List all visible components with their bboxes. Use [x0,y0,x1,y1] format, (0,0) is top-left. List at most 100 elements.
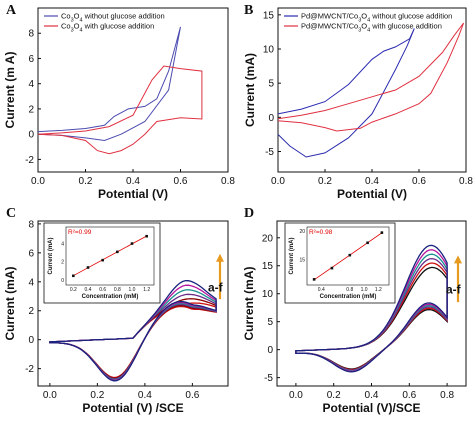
panel-B: 0.0 0.2 0.4 0.6 0.8 -5 0 5 10 15 Potential (V) Curr… [243,3,473,201]
inset-point [348,253,352,257]
inset-y-tick-label: 2 [61,260,64,266]
curve-range-label: a-f [208,280,224,294]
panel-label: C [6,206,16,221]
y-tick-label: 6 [28,248,34,259]
inset-r2-label: R²=0.98 [309,229,333,236]
inset-fit-line [73,235,147,277]
x-tick-label: 0.0 [271,176,285,187]
y-tick-label: 10 [262,289,274,300]
inset-point [145,234,148,238]
x-tick-label: 0.0 [31,176,45,187]
panel-label: B [244,3,253,18]
inset-y-tick-label: 15 [299,257,305,263]
x-tick-label: 0.2 [79,176,93,187]
series-line-1 [277,28,415,158]
inset-point [366,241,369,245]
inset-point [101,258,104,262]
y-tick-label: 0 [28,130,34,141]
cv-curve-f [49,279,217,382]
y-tick-label: 15 [263,10,275,21]
inset-x-axis-label: Concentration (mM) [320,294,377,300]
inset-y-axis-label: Current (mA) [48,237,54,274]
cv-curve-c [49,293,217,380]
inset-x-axis-label: Concentration (mM) [82,294,139,300]
series-line-2 [277,22,465,132]
y-tick-label: 2 [28,306,34,317]
x-tick-label: 0.0 [43,390,57,401]
legend-label: Co3O4 with glucose addition [61,22,154,34]
trend-arrow-head [216,253,224,262]
y-tick-label: 0 [268,113,274,124]
x-tick-label: 0.4 [126,176,140,187]
inset-point [312,278,316,281]
y-tick-label: -2 [25,155,34,166]
inset-point [380,231,384,234]
y-tick-label: 4 [28,79,34,90]
y-axis-label: Current (mA) [242,266,256,340]
y-tick-label: 5 [268,79,274,90]
inset-plot: 0.4 0.8 1.0 1.2 15 20 R²=0.98 Concentration (mM… [284,222,396,304]
x-axis-label: Potential (V)/SCE [322,401,420,415]
y-tick-label: 0 [267,345,273,356]
x-tick-label: 0.2 [327,390,341,401]
x-tick-label: 0.6 [174,176,188,187]
plot-frame [277,7,467,173]
y-axis-label: Current (m A) [3,52,17,129]
inset-plot: 0.2 0.4 0.6 0.8 1.0 1.2 0 2 4 R²=0.99 Concentratio… [43,222,161,304]
legend-label: Co3O4 without glucose addition [61,12,165,24]
inset-x-tick-label: 1.0 [129,287,136,293]
inset-x-tick-label: 0.8 [346,287,353,293]
x-axis-label: Potential (V) /SCE [82,401,183,415]
x-tick-label: 0.8 [221,176,235,187]
series-line-1 [37,26,181,142]
inset-x-tick-label: 1.0 [361,287,368,293]
x-tick-label: 0.8 [459,176,473,187]
inset-x-tick-label: 0.4 [85,287,92,293]
inset-frame-outer [43,222,161,304]
panel-C: 0.0 0.2 0.4 0.6 -2 0 2 4 6 8 Potential (V) /SCE Cur… [3,206,229,415]
panel-label: A [6,3,17,18]
inset-x-tick-label: 0.4 [318,287,325,293]
inset-x-tick-label: 0.8 [114,287,121,293]
panel-label: D [244,206,254,221]
inset-point [86,266,90,269]
legend-label: Pd@MWCNT/Co3O4 with glucose addition [301,22,442,34]
y-tick-label: 5 [267,317,273,328]
x-tick-label: 0.2 [318,176,332,187]
inset-fit-line [313,232,383,281]
inset-frame [306,226,390,286]
x-axis-label: Potential (V) [98,187,168,201]
inset-y-tick-label: 0 [61,278,64,284]
y-tick-label: 2 [28,104,34,115]
panel-A: 0.0 0.2 0.4 0.6 0.8 -2 0 2 4 6 8 Potential (V) Curre… [3,3,235,201]
y-tick-label: 15 [262,261,274,272]
inset-r2-label: R²=0.99 [68,229,92,236]
y-tick-label: 4 [28,277,34,288]
inset-x-tick-label: 1.2 [143,287,150,293]
y-tick-label: 6 [28,54,34,65]
inset-point [116,250,119,254]
inset-x-tick-label: 1.2 [375,287,382,293]
inset-x-tick-label: 0.6 [99,287,106,293]
inset-x-tick-label: 0.2 [70,287,77,293]
plot-frame [37,7,229,173]
x-tick-label: 0.8 [440,390,454,401]
inset-frame [65,226,155,286]
x-tick-label: 0.6 [185,390,199,401]
x-tick-label: 0.6 [402,390,416,401]
y-tick-label: 10 [263,45,275,56]
y-axis-label: Current (mA) [3,266,17,340]
x-tick-label: 0.4 [138,390,152,401]
inset-y-tick-label: 4 [61,241,64,247]
y-tick-label: 20 [262,233,274,244]
y-axis-label: Current (mA) [243,53,257,127]
cv-curve-f [295,244,448,373]
x-tick-label: 0.0 [289,390,303,401]
x-tick-label: 0.4 [365,390,379,401]
y-tick-label: 8 [28,219,34,230]
inset-y-tick-label: 20 [299,229,305,235]
trend-arrow-head [454,255,462,264]
inset-point [72,274,75,278]
plot-frame [37,220,229,387]
